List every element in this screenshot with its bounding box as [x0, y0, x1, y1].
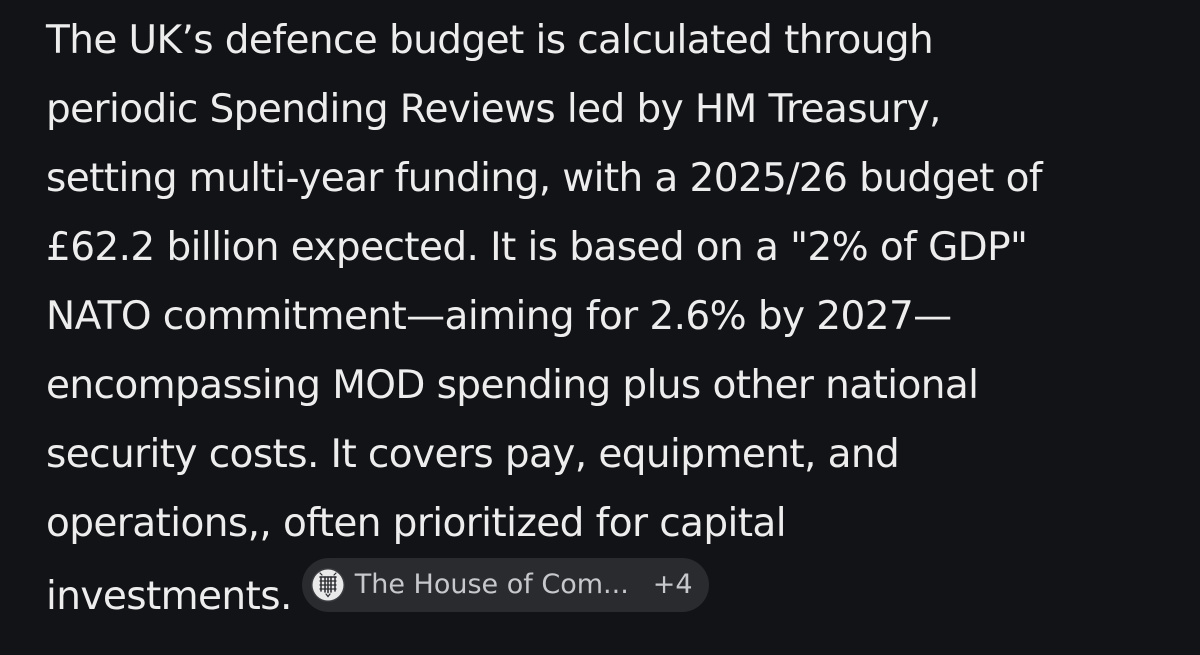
portcullis-icon [310, 567, 346, 603]
answer-line: The UK’s defence budget is calculated th… [46, 18, 934, 63]
answer-line: NATO commitment—aiming for 2.6% by 2027— [46, 294, 952, 339]
answer-last-line: investments. The House of Com... +4 [46, 558, 1176, 631]
answer-line: security costs. It covers pay, equipment… [46, 432, 900, 477]
answer-line: periodic Spending Reviews led by HM Trea… [46, 87, 941, 132]
answer-line: encompassing MOD spending plus other nat… [46, 363, 979, 408]
source-chip[interactable]: The House of Com... +4 [301, 558, 709, 612]
answer-line: investments. [46, 574, 292, 619]
answer-text: The UK’s defence budget is calculated th… [46, 6, 1176, 631]
answer-line: operations,, often prioritized for capit… [46, 501, 787, 546]
source-chip-label: The House of Com... [354, 569, 629, 600]
answer-line: £62.2 billion expected. It is based on a… [46, 225, 1028, 270]
answer-line: setting multi-year funding, with a 2025/… [46, 156, 1043, 201]
source-chip-count: +4 [652, 569, 693, 600]
